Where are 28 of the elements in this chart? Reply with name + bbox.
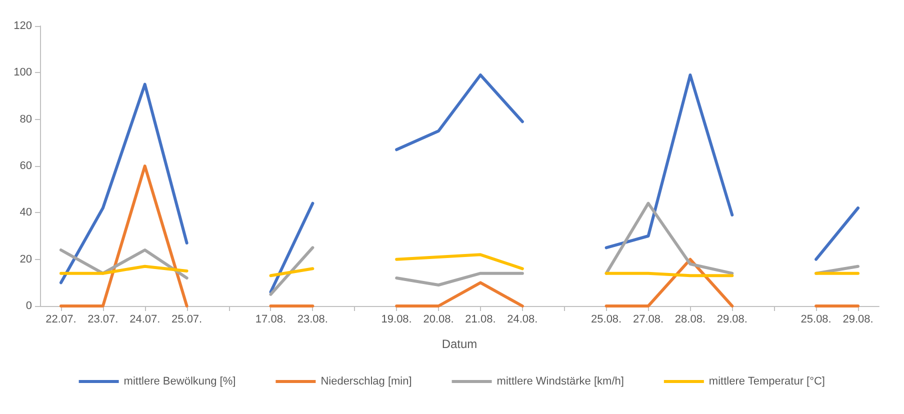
x-tick-label: 28.08.: [674, 314, 706, 326]
x-tick-label: 20.08.: [423, 314, 454, 326]
legend-label: mittlere Temperatur [°C]: [708, 376, 826, 388]
x-tick-label: 21.08.: [465, 314, 496, 326]
x-tick-label: 25.08.: [800, 314, 832, 326]
x-tick-label: 29.08.: [842, 314, 874, 326]
legend-label: mittlere Windstärke [km/h]: [496, 376, 624, 388]
x-tick-label: 23.07.: [88, 314, 118, 326]
y-tick-label: 0: [26, 300, 32, 312]
x-tick-label: 19.08.: [381, 314, 412, 326]
x-tick-label: 17.08.: [255, 314, 286, 326]
x-tick-label: 24.08.: [507, 314, 538, 326]
x-tick-label: 24.07.: [130, 314, 160, 326]
x-tick-label: 25.07.: [172, 314, 202, 326]
y-tick-label: 120: [14, 20, 32, 32]
y-tick-label: 20: [20, 253, 32, 266]
x-tick-label: 25.08.: [591, 314, 622, 326]
y-tick-label: 40: [20, 206, 32, 219]
legend-label: Niederschlag [min]: [320, 376, 412, 388]
x-axis-title: Datum: [442, 337, 478, 351]
x-tick-label: 29.08.: [716, 314, 748, 326]
y-tick-label: 80: [20, 113, 32, 126]
x-tick-label: 27.08.: [632, 314, 664, 326]
y-tick-label: 60: [20, 160, 32, 172]
x-tick-label: 22.07.: [46, 314, 76, 326]
x-tick-label: 23.08.: [297, 314, 328, 326]
y-tick-label: 100: [14, 66, 32, 79]
legend-label: mittlere Bewölkung [%]: [124, 376, 236, 388]
